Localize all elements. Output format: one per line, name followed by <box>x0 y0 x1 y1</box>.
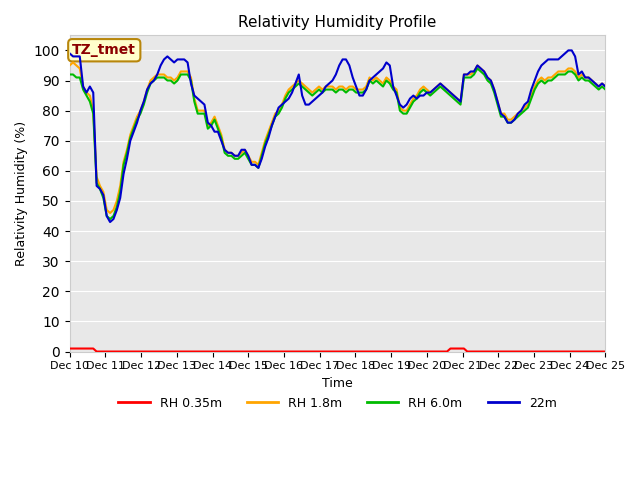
Text: TZ_tmet: TZ_tmet <box>72 43 136 57</box>
Title: Relativity Humidity Profile: Relativity Humidity Profile <box>238 15 436 30</box>
Legend: RH 0.35m, RH 1.8m, RH 6.0m, 22m: RH 0.35m, RH 1.8m, RH 6.0m, 22m <box>113 392 562 415</box>
X-axis label: Time: Time <box>322 377 353 390</box>
Y-axis label: Relativity Humidity (%): Relativity Humidity (%) <box>15 121 28 266</box>
